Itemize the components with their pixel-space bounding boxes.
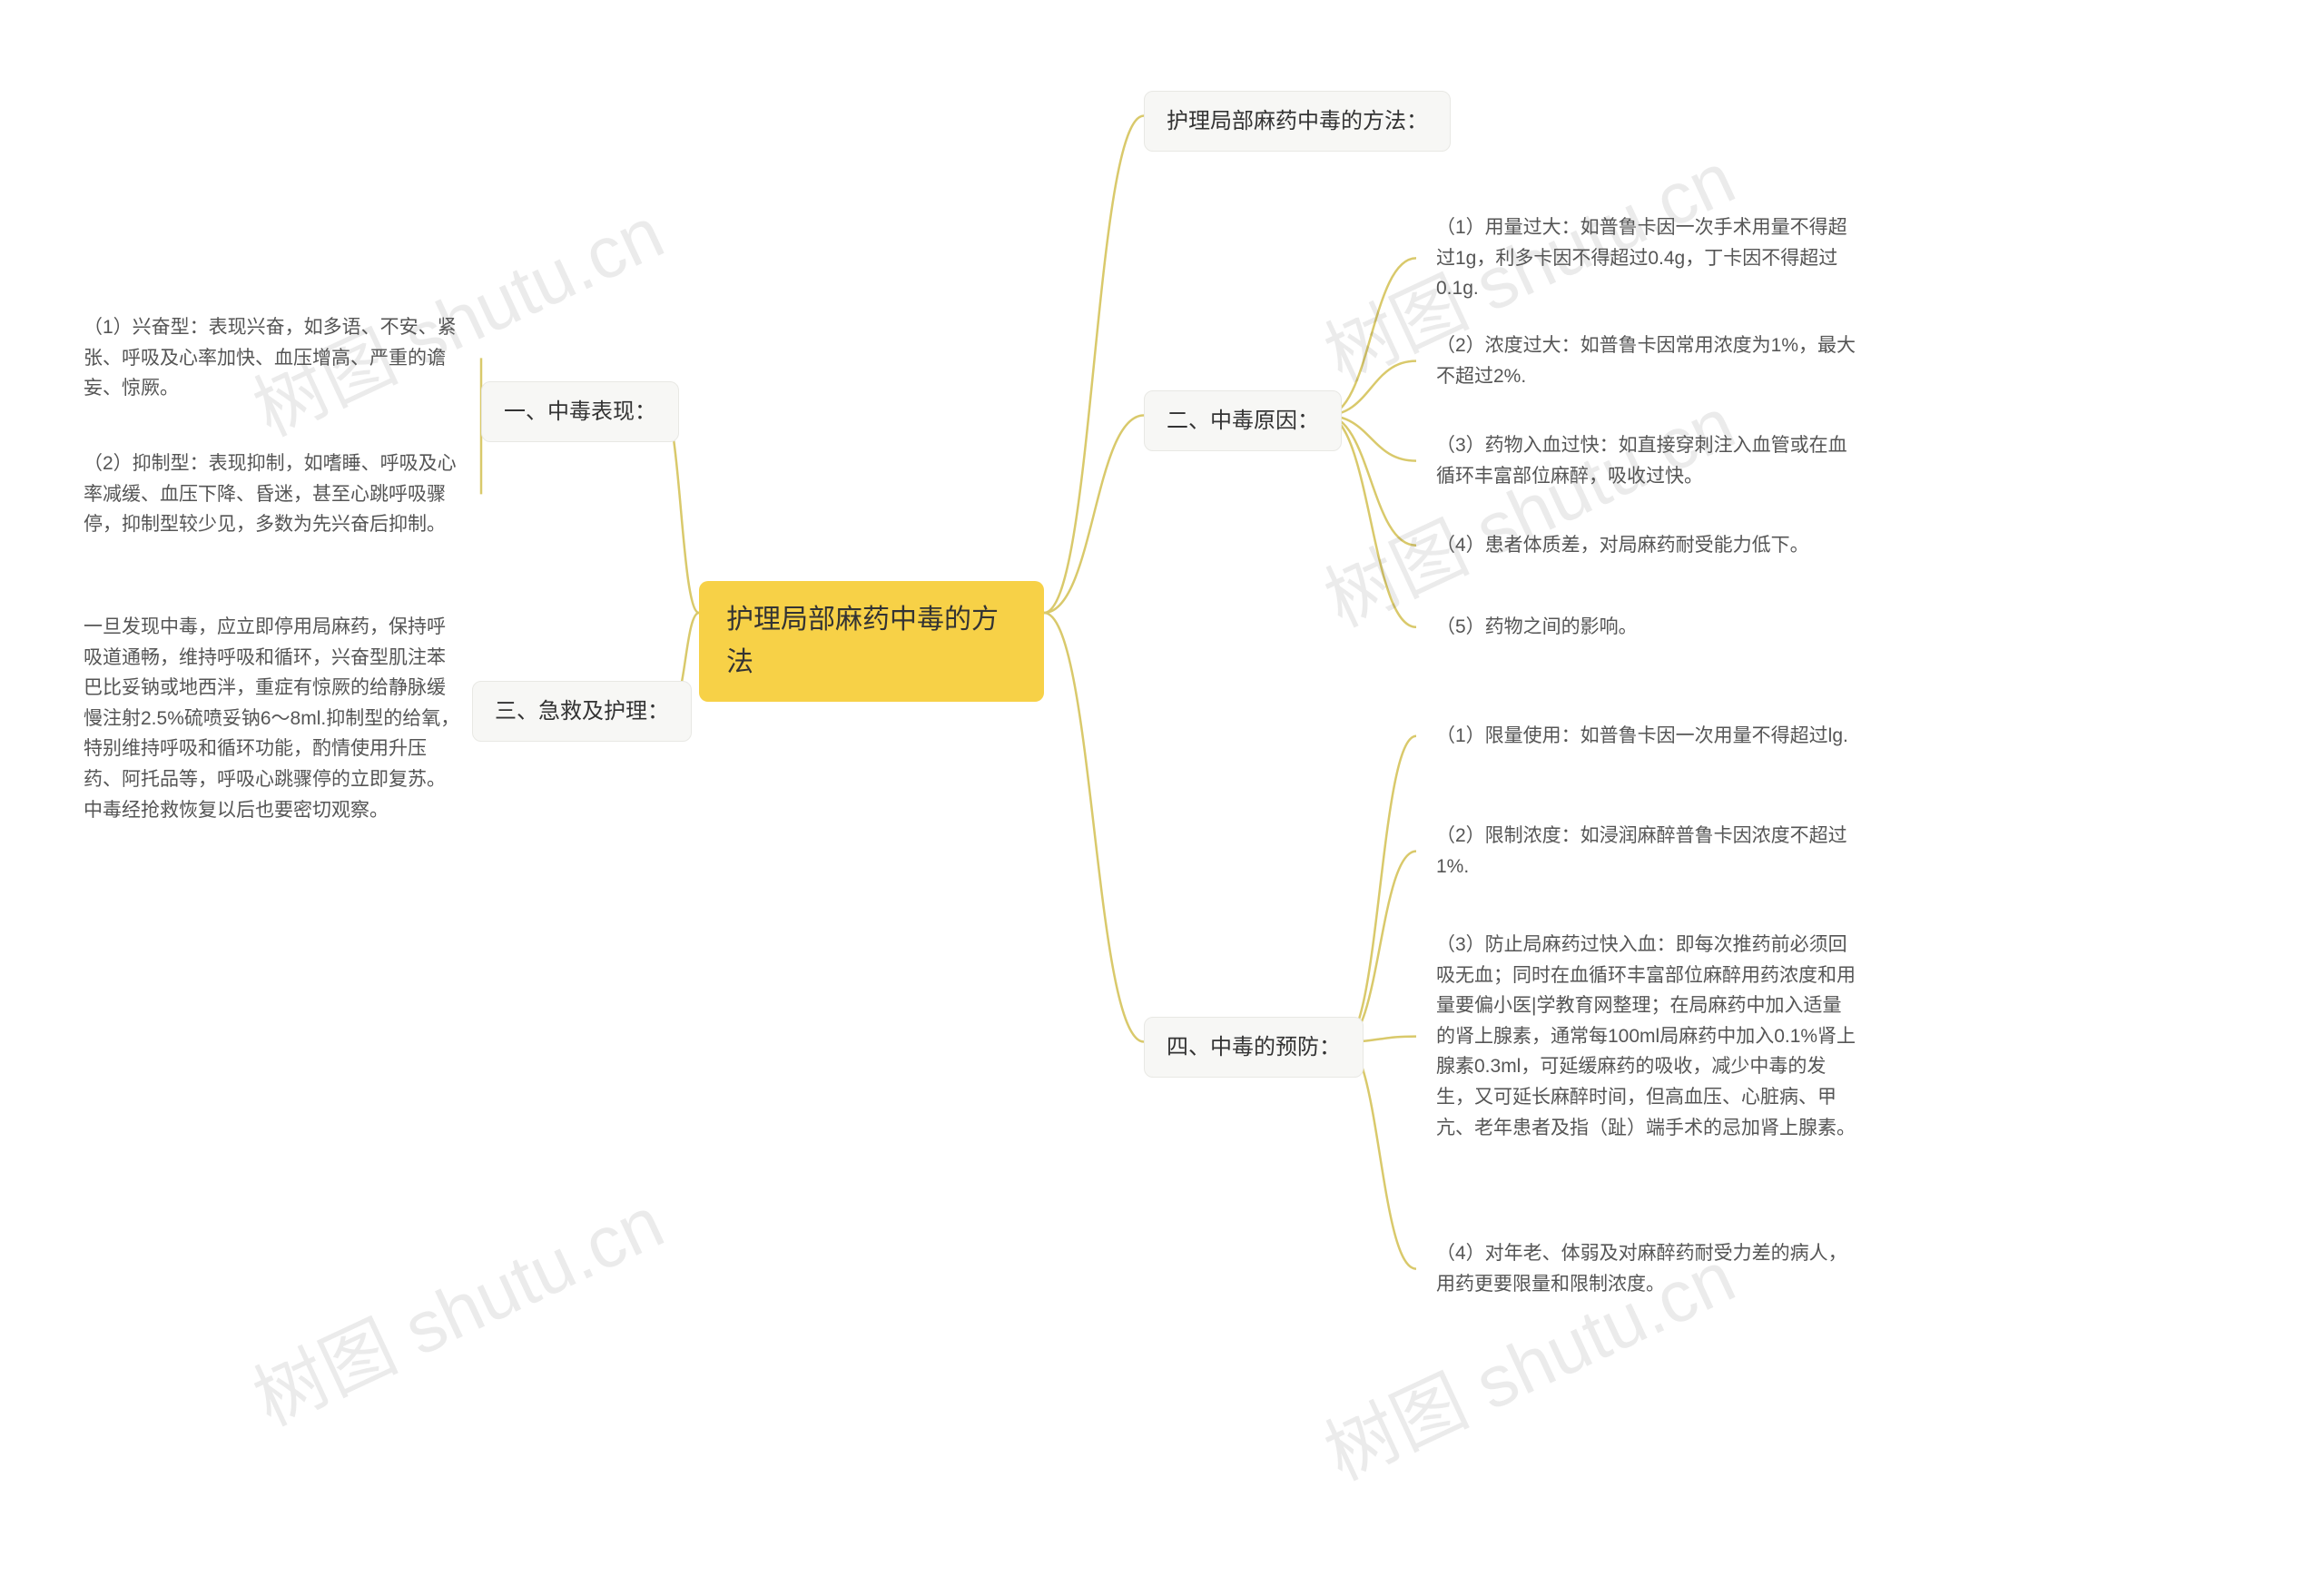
leaf-node: （1）限量使用：如普鲁卡因一次用量不得超过lg. — [1416, 708, 1879, 764]
leaf-node: （3）药物入血过快：如直接穿刺注入血管或在血循环丰富部位麻醉，吸收过快。 — [1416, 418, 1879, 504]
leaf-node: （4）对年老、体弱及对麻醉药耐受力差的病人，用药更要限量和限制浓度。 — [1416, 1226, 1879, 1312]
watermark: 树图 shutu.cn — [234, 1165, 677, 1446]
branch-node: 护理局部麻药中毒的方法： — [1144, 91, 1451, 152]
leaf-node: （2）抑制型：表现抑制，如嗜睡、呼吸及心率减缓、血压下降、昏迷，甚至心跳呼吸骤停… — [64, 436, 481, 553]
branch-node: 三、急救及护理： — [472, 681, 692, 742]
connector-path — [1044, 416, 1144, 614]
leaf-node: （1）用量过大：如普鲁卡因一次手术用量不得超过1g，利多卡因不得超过0.4g，丁… — [1416, 200, 1879, 317]
leaf-node: （4）患者体质差，对局麻药耐受能力低下。 — [1416, 517, 1879, 574]
connector-path — [1344, 736, 1416, 1042]
branch-node: 二、中毒原因： — [1144, 390, 1342, 451]
connector-path — [1044, 116, 1144, 614]
branch-node: 四、中毒的预防： — [1144, 1017, 1364, 1078]
connector-path — [1344, 852, 1416, 1042]
leaf-node: （2）限制浓度：如浸润麻醉普鲁卡因浓度不超过1%. — [1416, 808, 1879, 894]
root-node: 护理局部麻药中毒的方法 — [699, 581, 1044, 702]
leaf-node: 一旦发现中毒，应立即停用局麻药，保持呼吸道通畅，维持呼吸和循环，兴奋型肌注苯巴比… — [64, 599, 481, 838]
leaf-node: （1）兴奋型：表现兴奋，如多语、不安、紧张、呼吸及心率加快、血压增高、严重的谵妄… — [64, 300, 481, 417]
branch-node: 一、中毒表现： — [481, 381, 679, 442]
leaf-node: （3）防止局麻药过快入血：即每次推药前必须回吸无血；同时在血循环丰富部位麻醉用药… — [1416, 917, 1879, 1156]
leaf-node: （2）浓度过大：如普鲁卡因常用浓度为1%，最大不超过2%. — [1416, 318, 1879, 404]
leaf-node: （5）药物之间的影响。 — [1416, 599, 1879, 655]
connector-path — [1325, 258, 1416, 415]
connector-path — [1044, 613, 1144, 1042]
